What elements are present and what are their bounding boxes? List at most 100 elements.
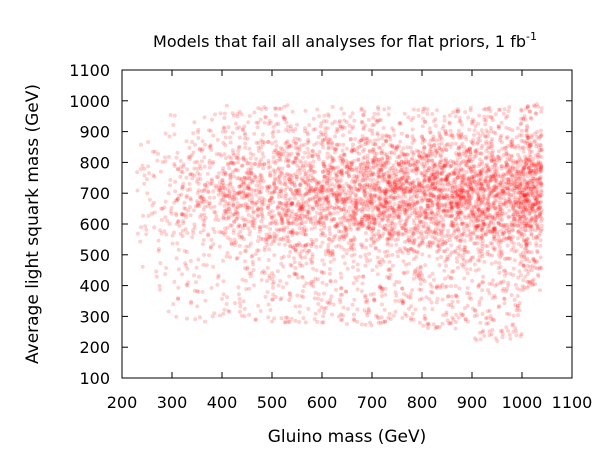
data-point	[439, 255, 444, 259]
data-point	[314, 200, 319, 204]
data-point	[203, 319, 207, 324]
data-point	[214, 185, 218, 190]
data-point	[403, 166, 408, 171]
data-point	[287, 319, 292, 324]
data-point	[222, 170, 227, 175]
data-point	[272, 239, 277, 244]
data-point	[267, 235, 272, 240]
data-point	[208, 182, 213, 187]
data-point	[363, 231, 368, 235]
data-point	[279, 187, 284, 192]
data-point	[386, 267, 391, 272]
data-point	[439, 141, 444, 146]
data-point	[158, 228, 163, 233]
data-point	[408, 292, 413, 297]
data-point	[219, 198, 224, 202]
data-point	[485, 134, 490, 139]
data-point	[383, 198, 388, 203]
data-point	[335, 199, 340, 204]
data-point	[340, 317, 345, 322]
data-point	[376, 137, 381, 142]
data-point	[415, 194, 419, 199]
data-point	[299, 204, 304, 209]
data-point	[256, 145, 261, 150]
data-point	[344, 146, 349, 151]
data-point	[463, 216, 468, 220]
data-point	[227, 154, 232, 159]
data-point	[395, 169, 400, 174]
data-point	[294, 188, 299, 193]
data-point	[268, 170, 272, 175]
data-point	[538, 255, 543, 260]
data-point	[251, 152, 256, 157]
data-point	[363, 178, 368, 183]
data-point	[478, 320, 483, 325]
data-point	[247, 192, 252, 197]
data-point	[368, 226, 373, 231]
data-point	[231, 228, 236, 233]
data-point	[449, 284, 454, 289]
data-point	[246, 185, 251, 190]
data-point	[445, 209, 450, 213]
data-point	[298, 168, 303, 173]
data-point	[285, 315, 290, 320]
data-point	[416, 243, 421, 248]
data-point	[277, 242, 281, 247]
data-point	[467, 127, 472, 132]
data-point	[144, 227, 149, 232]
data-point	[349, 160, 354, 165]
data-point	[273, 221, 278, 226]
data-point	[188, 154, 193, 159]
data-point	[400, 286, 405, 291]
data-point	[367, 251, 372, 256]
data-point	[461, 158, 466, 163]
data-point	[192, 288, 197, 293]
data-point	[211, 264, 216, 269]
data-point	[201, 238, 206, 243]
data-point	[483, 230, 488, 235]
data-point	[387, 311, 392, 316]
data-point	[506, 144, 510, 148]
data-point	[348, 114, 353, 119]
data-point	[360, 149, 365, 154]
data-point	[332, 206, 337, 211]
data-point	[256, 303, 261, 308]
data-point	[353, 201, 358, 206]
data-point	[487, 329, 492, 334]
data-point	[221, 311, 226, 316]
data-point	[388, 150, 393, 155]
data-point	[195, 202, 200, 207]
data-point	[488, 241, 493, 245]
data-point	[330, 145, 335, 150]
data-point	[339, 235, 344, 240]
data-point	[438, 154, 443, 159]
data-point	[259, 202, 264, 207]
data-point	[318, 189, 323, 194]
data-point	[381, 172, 386, 177]
data-point	[493, 112, 498, 117]
data-point	[513, 200, 518, 204]
data-point	[290, 182, 295, 186]
data-point	[511, 212, 516, 217]
data-point	[300, 178, 305, 182]
data-point	[527, 259, 532, 264]
data-point	[394, 279, 399, 284]
data-point	[294, 203, 299, 208]
data-point	[376, 229, 381, 234]
data-point	[156, 238, 161, 243]
data-point	[488, 219, 493, 223]
data-point	[347, 130, 352, 135]
data-point	[327, 267, 332, 271]
data-point	[322, 184, 327, 189]
data-point	[228, 175, 233, 180]
data-point	[490, 137, 495, 142]
data-point	[264, 106, 269, 111]
data-point	[340, 292, 345, 297]
data-point	[268, 235, 273, 240]
data-point	[279, 218, 284, 222]
data-point	[348, 217, 353, 222]
data-point	[320, 195, 325, 200]
data-point	[234, 167, 239, 172]
data-point	[446, 293, 451, 298]
data-point	[249, 171, 254, 176]
